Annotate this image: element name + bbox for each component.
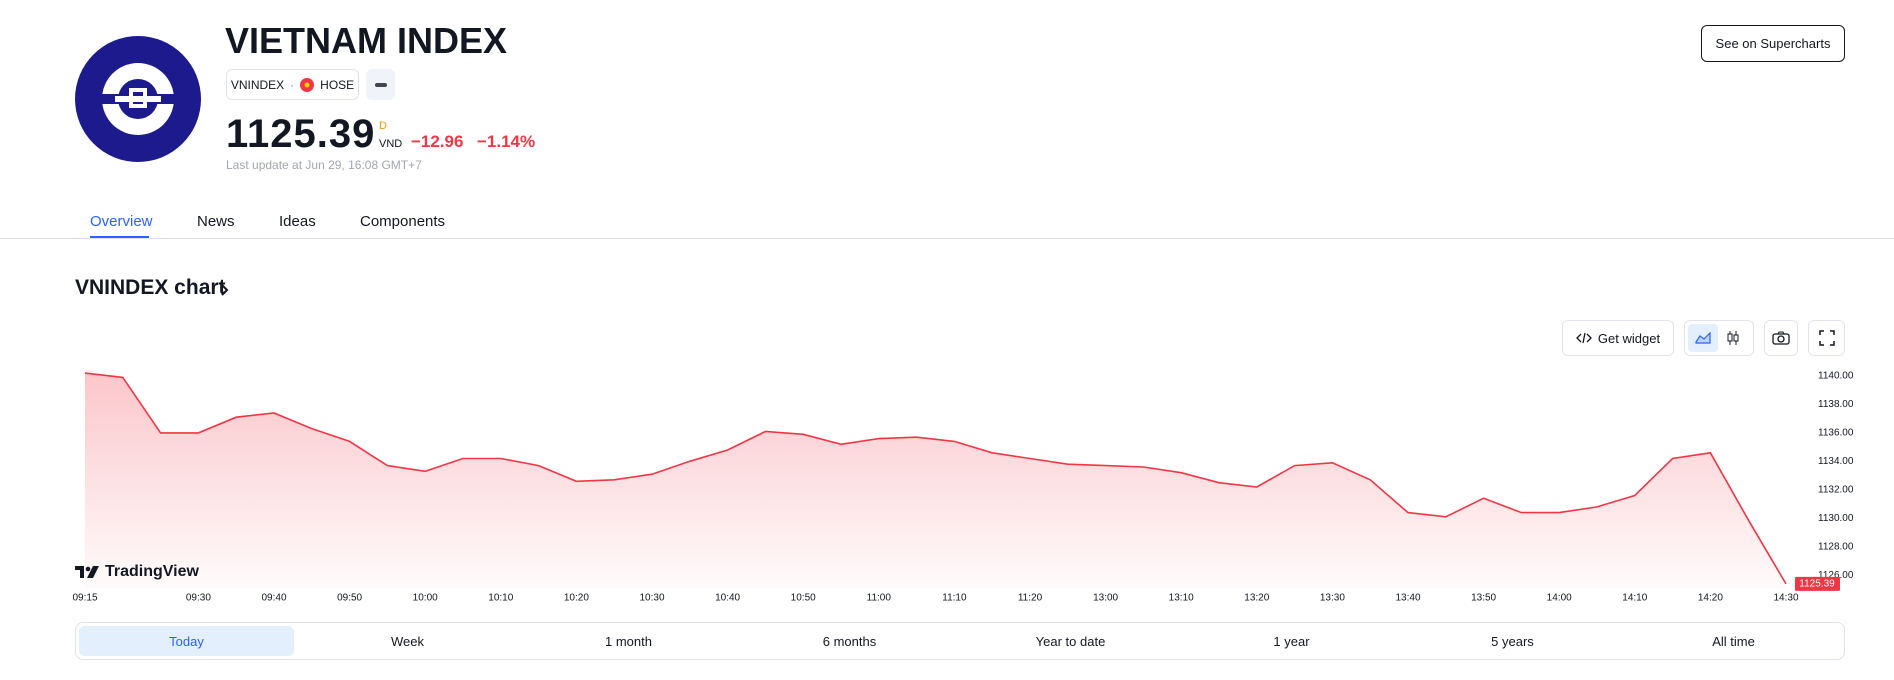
x-tick-label: 13:10: [1169, 593, 1194, 604]
range-button[interactable]: Year to date: [1035, 633, 1106, 649]
snapshot-button[interactable]: [1764, 320, 1798, 356]
watermark-text: TradingView: [105, 563, 199, 580]
price-line: [84, 372, 1787, 585]
x-tick-label: 10:40: [715, 593, 740, 604]
range-button[interactable]: Today: [79, 626, 294, 656]
more-chip[interactable]: [366, 69, 395, 100]
x-tick-label: 13:50: [1471, 593, 1496, 604]
currency: VND: [379, 138, 403, 150]
price-flag: D: [379, 120, 387, 132]
range-button[interactable]: 1 month: [605, 633, 652, 649]
last-price-label: 1125.39: [1799, 579, 1835, 590]
range-bar: Today Week 1 month 6 months Year to date…: [75, 622, 1845, 660]
y-tick-label: 1138.00: [1818, 399, 1854, 410]
fullscreen-button[interactable]: [1808, 320, 1845, 356]
change: −12.96: [411, 132, 464, 151]
range-button[interactable]: 6 months: [822, 633, 877, 649]
x-tick-label: 09:15: [72, 593, 97, 604]
tab[interactable]: Overview: [90, 213, 153, 230]
supercharts-button[interactable]: See on Supercharts: [1701, 25, 1845, 62]
x-tick-label: 10:20: [564, 593, 589, 604]
chevron: [221, 284, 229, 296]
x-tick-label: 13:20: [1244, 593, 1269, 604]
title: VIETNAM INDEX: [225, 20, 508, 61]
get-widget-label: Get widget: [1597, 330, 1661, 346]
range-button[interactable]: Week: [391, 633, 424, 649]
x-tick-label: 10:30: [639, 593, 664, 604]
x-tick-label: 13:00: [1093, 593, 1118, 604]
change-percent: −1.14%: [477, 132, 536, 151]
x-tick-label: 11:00: [867, 593, 892, 604]
code-icon: [1576, 332, 1592, 344]
range-button[interactable]: 5 years: [1491, 633, 1534, 649]
last-price-tag: [1795, 576, 1840, 591]
watermark: TradingView: [75, 563, 199, 581]
chart-style-group: [1684, 320, 1754, 356]
candle-style-button[interactable]: [1718, 324, 1748, 352]
y-tick-label: 1126.00: [1818, 570, 1854, 581]
tab-indicator: [90, 236, 149, 239]
tab[interactable]: Ideas: [279, 213, 316, 230]
price: 1125.39: [226, 112, 376, 156]
x-tick-label: 13:40: [1395, 593, 1420, 604]
y-tick-label: 1136.00: [1818, 428, 1854, 439]
x-tick-label: 10:50: [791, 593, 816, 604]
x-tick-label: 14:00: [1547, 593, 1572, 604]
y-tick-label: 1130.00: [1818, 513, 1854, 524]
x-tick-label: 11:20: [1018, 593, 1043, 604]
area-style-button[interactable]: [1688, 324, 1718, 352]
x-tick-label: 14:20: [1698, 593, 1723, 604]
x-tick-label: 10:00: [413, 593, 438, 604]
x-tick-label: 14:10: [1622, 593, 1647, 604]
tab[interactable]: Components: [360, 213, 446, 230]
range-button[interactable]: 1 year: [1273, 633, 1310, 649]
divider: [0, 238, 1894, 239]
flag: [300, 77, 315, 92]
logo: [75, 36, 201, 162]
x-tick-label: 14:30: [1773, 593, 1798, 604]
x-tick-label: 13:30: [1320, 593, 1345, 604]
tab[interactable]: News: [197, 213, 235, 230]
symbol-chip[interactable]: VNINDEX · HOSE: [226, 69, 359, 100]
x-tick-label: 09:50: [337, 593, 362, 604]
chart-heading[interactable]: VNINDEX chart: [75, 276, 226, 299]
last-update: Last update at Jun 29, 16:08 GMT+7: [226, 158, 422, 172]
x-tick-label: 09:30: [186, 593, 211, 604]
y-tick-label: 1140.00: [1818, 371, 1854, 382]
x-tick-label: 09:40: [261, 593, 286, 604]
y-tick-label: 1132.00: [1818, 484, 1854, 495]
area-fill: [85, 373, 1786, 588]
range-button[interactable]: All time: [1712, 633, 1755, 649]
y-tick-label: 1128.00: [1818, 541, 1854, 552]
get-widget-button[interactable]: Get widget: [1562, 320, 1674, 356]
exchange: HOSE: [320, 77, 355, 92]
x-tick-label: 10:10: [488, 593, 513, 604]
y-tick-label: 1134.00: [1818, 456, 1854, 467]
watermark-logo: [75, 566, 99, 578]
x-tick-label: 11:10: [942, 593, 967, 604]
symbol: VNINDEX: [230, 77, 285, 92]
